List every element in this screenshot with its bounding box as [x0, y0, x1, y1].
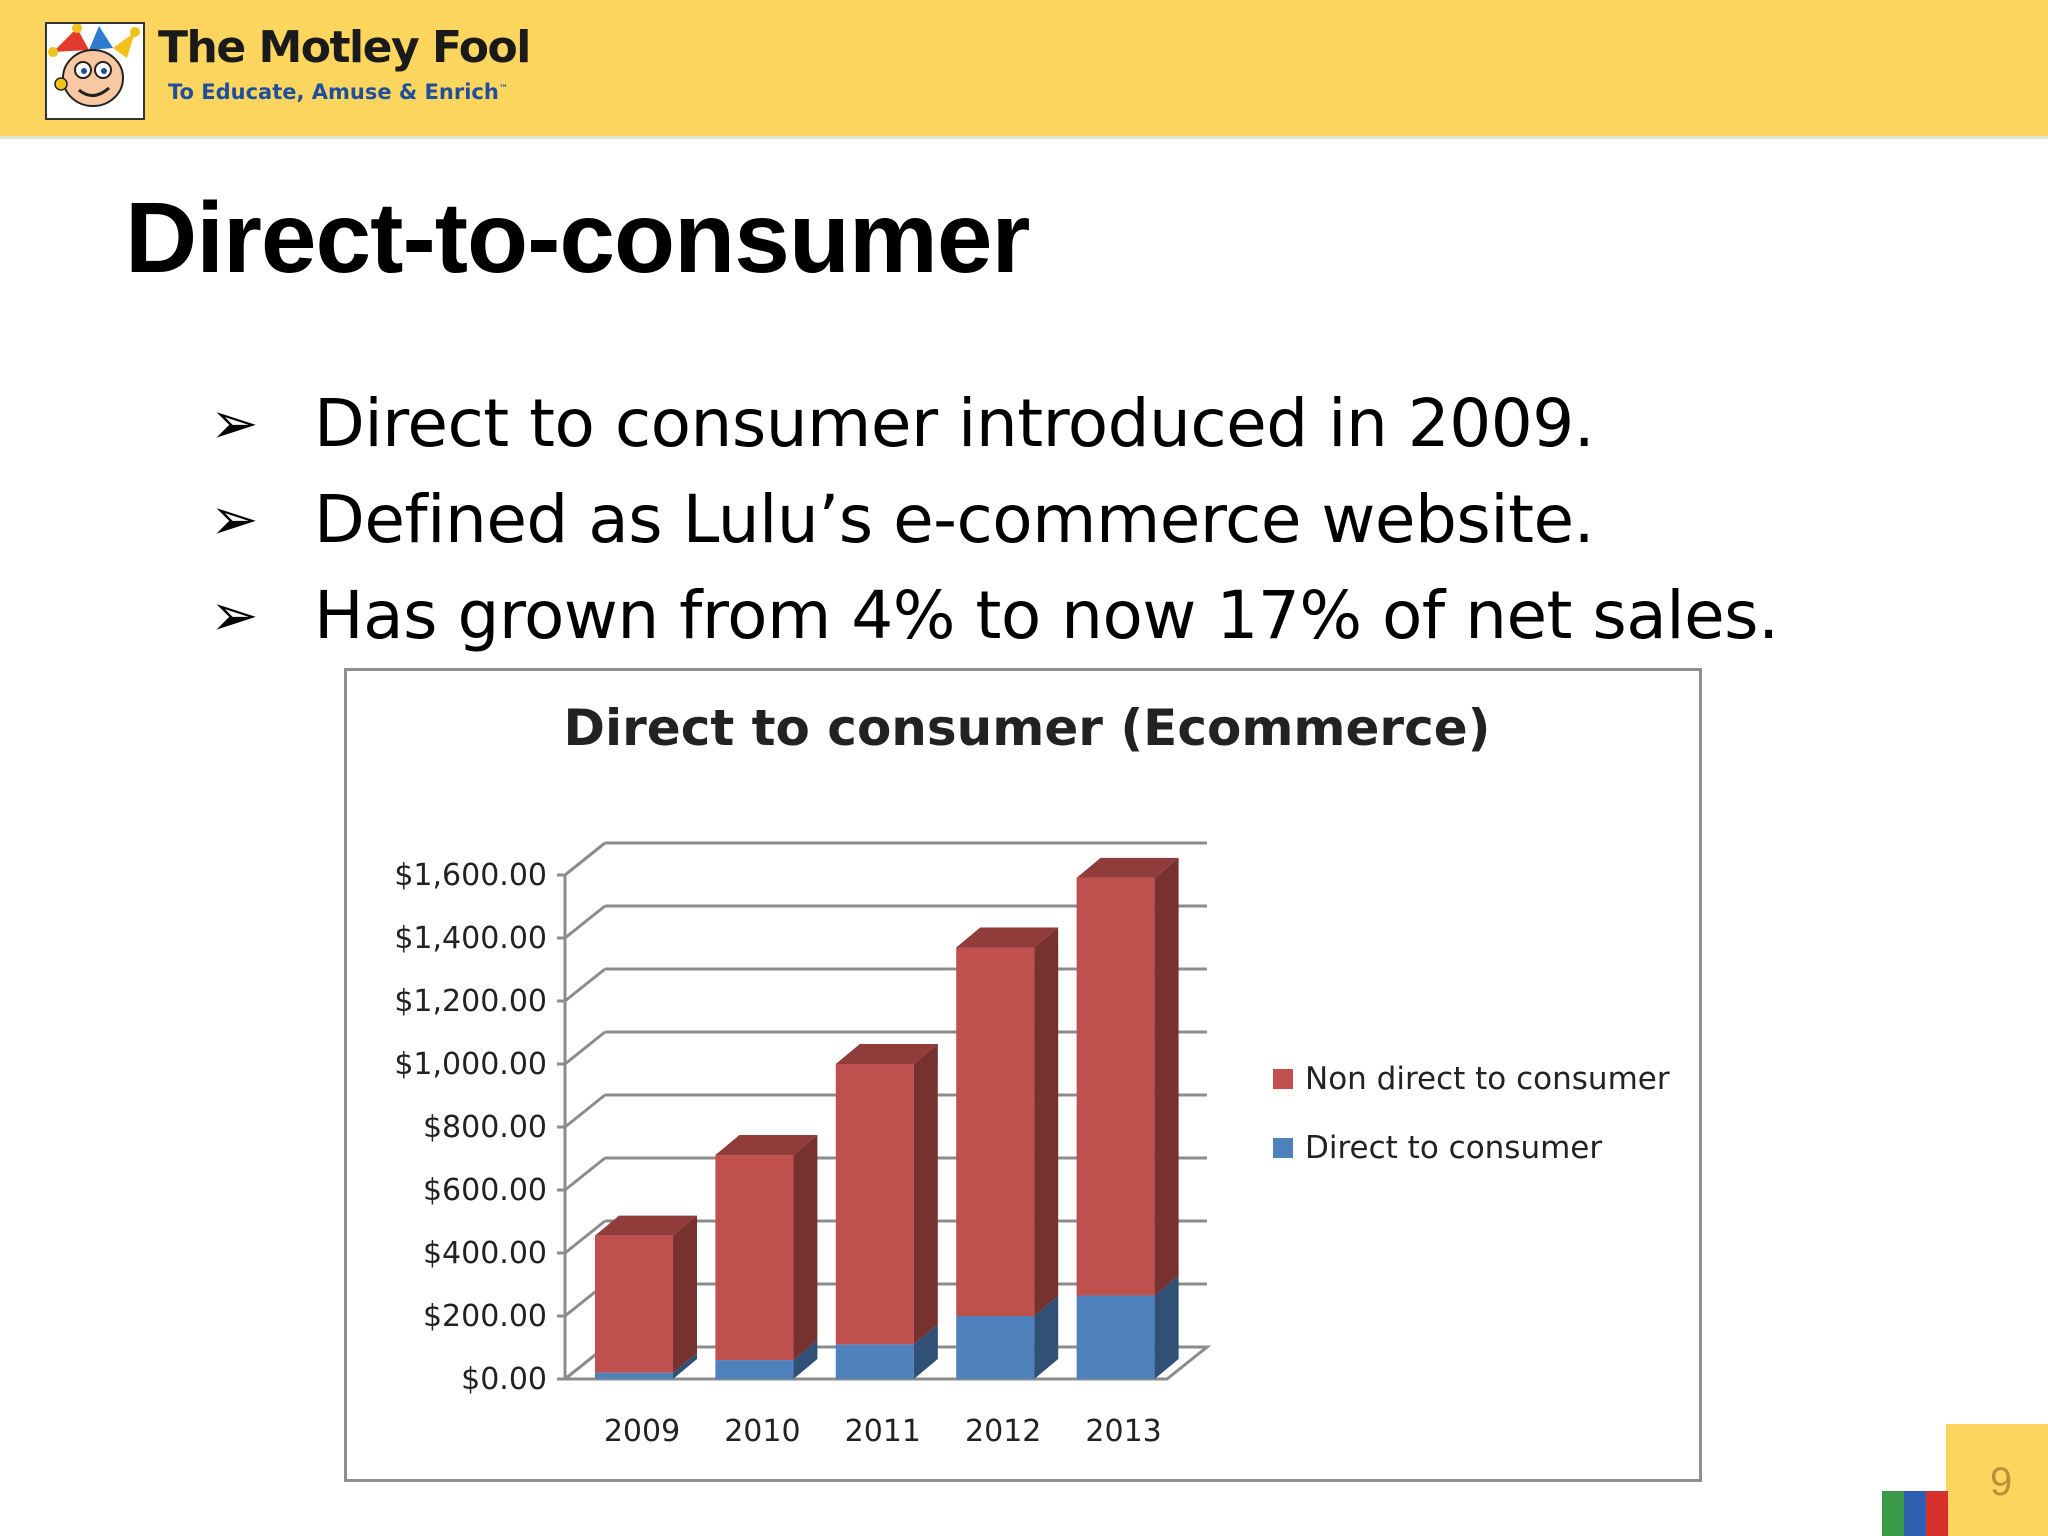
bar-segment	[595, 1352, 697, 1379]
y-tick-label: $1,200.00	[394, 984, 547, 1019]
bar-top	[1076, 857, 1179, 878]
bar-front	[1076, 877, 1155, 1296]
jester-logo-icon[interactable]	[45, 22, 145, 120]
header-bar: The Motley Fool To Educate, Amuse & Enri…	[0, 0, 2048, 139]
brand-name: The Motley Fool	[158, 22, 531, 73]
tagline-text: To Educate, Amuse & Enrich	[168, 80, 499, 104]
y-tick-label: $0.00	[461, 1362, 547, 1397]
bar-side	[1034, 927, 1059, 1316]
x-tick-label: 2013	[1085, 1414, 1161, 1449]
bar-segment	[956, 1296, 1059, 1379]
gridline-depth	[564, 1030, 606, 1066]
legend-swatch	[1273, 1069, 1293, 1089]
gridline-depth	[564, 841, 606, 877]
arrow-bullet-icon: ➢	[210, 581, 259, 649]
bar-top	[956, 927, 1059, 948]
bullet-item: ➢ Direct to consumer introduced in 2009.	[210, 375, 1779, 471]
bar-front	[595, 1372, 673, 1379]
brand-tagline: To Educate, Amuse & Enrich™	[168, 80, 508, 104]
arrow-bullet-icon: ➢	[210, 389, 259, 457]
bullet-text: Has grown from 4% to now 17% of net sale…	[314, 576, 1779, 654]
gridline-depth	[564, 904, 606, 940]
bar-side	[673, 1352, 697, 1379]
stacked-bar-chart: Direct to consumer (Ecommerce) $0.00 $200…	[394, 699, 1670, 1449]
y-tick-label: $400.00	[423, 1236, 547, 1271]
bar-top	[835, 1044, 938, 1064]
bar-front	[956, 1316, 1035, 1379]
x-tick-label: 2011	[845, 1414, 921, 1449]
gridline-depth	[564, 967, 606, 1003]
bullet-item: ➢ Defined as Lulu’s e-commerce website.	[210, 471, 1779, 567]
bar-top	[715, 1135, 818, 1156]
y-tick-label: $800.00	[423, 1110, 547, 1145]
bar-side	[913, 1324, 938, 1379]
bullet-list: ➢ Direct to consumer introduced in 2009.…	[210, 375, 1779, 663]
legend-label: Direct to consumer	[1305, 1130, 1602, 1166]
x-tick-label: 2012	[965, 1414, 1041, 1449]
bar-front	[715, 1155, 794, 1361]
bar-side	[1154, 857, 1179, 1296]
y-tick-label: $600.00	[423, 1173, 547, 1208]
bar-segment	[1076, 857, 1179, 1296]
y-tick-label: $1,600.00	[394, 858, 547, 893]
bar-segment	[715, 1340, 818, 1379]
bar-front	[835, 1064, 914, 1345]
gridline-depth	[564, 1219, 606, 1255]
bar-segment	[715, 1135, 818, 1361]
page-number-box	[1946, 1424, 2048, 1536]
bar-side	[673, 1215, 697, 1373]
bar-front	[1076, 1295, 1155, 1379]
bullet-text: Direct to consumer introduced in 2009.	[314, 384, 1595, 462]
bar-front	[595, 1235, 673, 1373]
bar-side	[913, 1044, 938, 1345]
bar-front	[835, 1344, 914, 1379]
legend-label: Non direct to consumer	[1305, 1061, 1670, 1097]
gridline-depth	[564, 1156, 606, 1192]
chart-frame: Direct to consumer (Ecommerce) $0.00 $200…	[344, 668, 1702, 1482]
gridline-depth	[564, 1093, 606, 1129]
chart-title: Direct to consumer (Ecommerce)	[563, 699, 1490, 757]
bar-segment	[1076, 1275, 1179, 1379]
page-number: 9	[1990, 1460, 2013, 1504]
x-tick-label: 2010	[724, 1414, 800, 1449]
y-tick-label: $1,400.00	[394, 921, 547, 956]
bar-front	[956, 947, 1035, 1316]
bar-side	[1034, 1296, 1059, 1379]
footer-stripe-red	[1926, 1491, 1948, 1536]
bullet-item: ➢ Has grown from 4% to now 17% of net sa…	[210, 567, 1779, 663]
arrow-bullet-icon: ➢	[210, 485, 259, 553]
bar-side	[793, 1340, 818, 1379]
bar-segment	[956, 927, 1059, 1316]
bar-segment	[595, 1215, 697, 1373]
bar-front	[715, 1360, 794, 1379]
footer-stripe-blue	[1904, 1491, 1926, 1536]
bar-side	[793, 1135, 818, 1361]
bar-segment	[835, 1324, 938, 1379]
x-tick-label: 2009	[604, 1414, 680, 1449]
trademark-mark: ™	[498, 84, 508, 94]
bullet-text: Defined as Lulu’s e-commerce website.	[314, 480, 1595, 558]
slide-title: Direct-to-consumer	[125, 182, 1030, 294]
bar-side	[1154, 1275, 1179, 1379]
footer-stripe-green	[1882, 1491, 1904, 1536]
legend-swatch	[1273, 1138, 1293, 1158]
y-tick-label: $200.00	[423, 1299, 547, 1334]
bar-top	[595, 1215, 697, 1236]
bar-segment	[835, 1044, 938, 1345]
y-tick-label: $1,000.00	[394, 1047, 547, 1082]
